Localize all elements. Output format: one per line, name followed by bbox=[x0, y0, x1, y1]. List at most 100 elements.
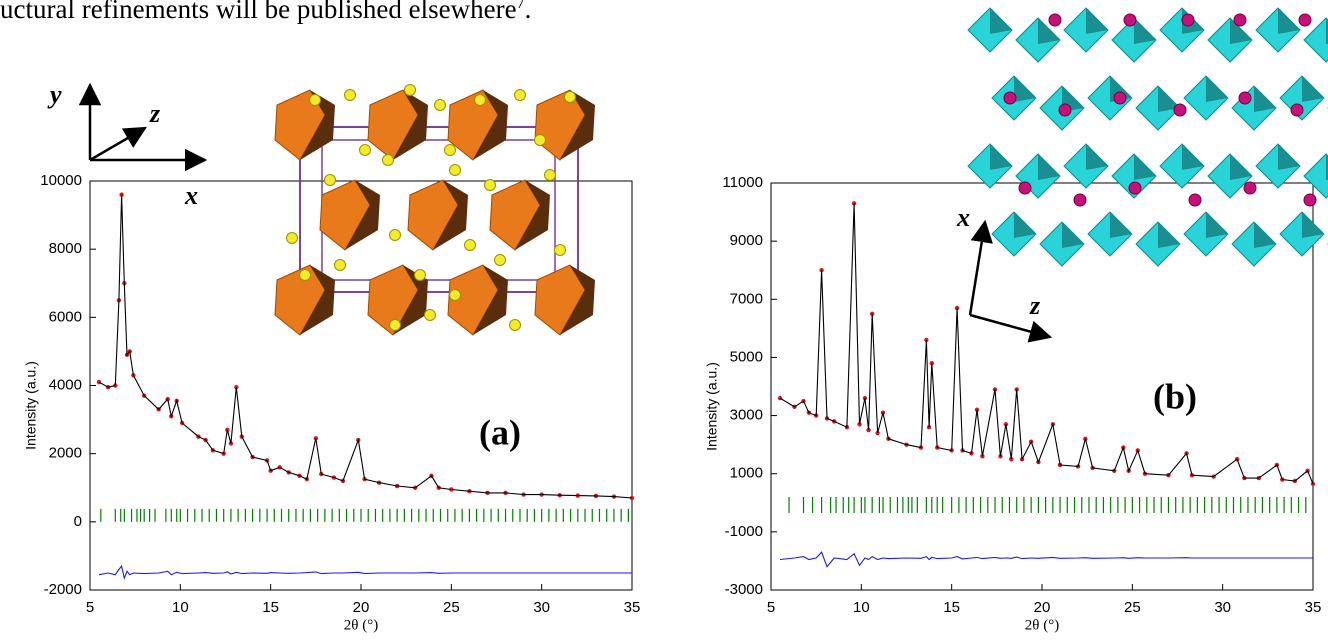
atom bbox=[345, 90, 356, 101]
atom bbox=[1174, 104, 1186, 116]
y-axis-label: Intensity (a.u.) bbox=[23, 361, 39, 450]
y-tick-label: 7000 bbox=[730, 290, 763, 307]
octahedron-side bbox=[1182, 144, 1204, 170]
octahedron-side bbox=[1230, 154, 1252, 180]
plot-frame bbox=[90, 181, 632, 590]
series-line bbox=[780, 552, 1313, 567]
x-tick-label: 15 bbox=[943, 599, 960, 616]
axis-letter: x bbox=[184, 181, 198, 210]
atom bbox=[535, 135, 546, 146]
atom bbox=[405, 85, 416, 96]
atom bbox=[450, 290, 461, 301]
octahedron-side bbox=[1302, 76, 1324, 102]
x-tick-label: 5 bbox=[86, 599, 94, 616]
y-tick-label: 9000 bbox=[730, 232, 763, 249]
octahedron-side bbox=[1134, 154, 1156, 180]
atom bbox=[383, 155, 394, 166]
axis-arrows-a bbox=[90, 85, 205, 160]
figure: 5101520253035-20000200040006000800010000… bbox=[0, 0, 1328, 643]
atom bbox=[510, 320, 521, 331]
x-tick-label: 35 bbox=[624, 599, 641, 616]
atom bbox=[1299, 14, 1311, 26]
axis-letter: z bbox=[1029, 291, 1041, 320]
y-axis-label: Intensity (a.u.) bbox=[704, 362, 720, 451]
panel-label: (a) bbox=[479, 412, 521, 452]
atom bbox=[545, 170, 556, 181]
atom bbox=[1291, 104, 1303, 116]
chart: 5101520253035-20000200040006000800010000… bbox=[23, 172, 641, 633]
y-tick-label: 4000 bbox=[49, 376, 82, 393]
atom bbox=[515, 90, 526, 101]
octahedron-side bbox=[1062, 222, 1084, 248]
atom bbox=[1004, 92, 1016, 104]
y-tick-label: 5000 bbox=[730, 348, 763, 365]
y-tick-label: 3000 bbox=[730, 407, 763, 424]
atom bbox=[325, 175, 336, 186]
x-tick-label: 10 bbox=[853, 599, 870, 616]
atom bbox=[415, 270, 426, 281]
y-tick-label: 0 bbox=[74, 513, 82, 530]
atom bbox=[435, 100, 446, 111]
y-tick-label: -2000 bbox=[44, 581, 82, 598]
atom bbox=[1129, 182, 1141, 194]
structure-image-b bbox=[968, 8, 1328, 266]
x-axis-label: 2θ (°) bbox=[344, 617, 378, 633]
axis-letter: x bbox=[956, 203, 970, 232]
atom bbox=[390, 320, 401, 331]
atom bbox=[445, 145, 456, 156]
octahedron-side bbox=[1254, 222, 1276, 248]
x-tick-label: 20 bbox=[353, 599, 370, 616]
atom bbox=[335, 260, 346, 271]
octahedron-side bbox=[1014, 76, 1036, 102]
atom bbox=[425, 310, 436, 321]
x-tick-label: 25 bbox=[1124, 599, 1141, 616]
atom bbox=[565, 92, 576, 103]
octahedron-side bbox=[1206, 212, 1228, 238]
panel-label: (b) bbox=[1153, 376, 1197, 416]
octahedron-side bbox=[1038, 154, 1060, 180]
octahedron-side bbox=[990, 144, 1012, 170]
atom bbox=[1244, 182, 1256, 194]
octahedron-side bbox=[1086, 144, 1108, 170]
atom bbox=[287, 233, 298, 244]
page: uctural refinements will be published el… bbox=[0, 0, 1328, 643]
octahedron-side bbox=[1206, 76, 1228, 102]
atom bbox=[390, 230, 401, 241]
octahedron-side bbox=[1110, 212, 1132, 238]
octahedron-side bbox=[1254, 86, 1276, 112]
atom bbox=[485, 180, 496, 191]
x-axis-label: 2θ (°) bbox=[1025, 617, 1059, 633]
axis-letter: y bbox=[47, 80, 62, 109]
atom bbox=[300, 270, 311, 281]
x-tick-label: 20 bbox=[1034, 599, 1051, 616]
atom bbox=[1114, 92, 1126, 104]
x-tick-label: 5 bbox=[767, 599, 775, 616]
octahedron-side bbox=[1278, 144, 1300, 170]
atom bbox=[450, 165, 461, 176]
atom bbox=[1049, 14, 1061, 26]
y-tick-label: 11000 bbox=[722, 174, 763, 191]
octahedron-side bbox=[1158, 222, 1180, 248]
octahedron-side bbox=[990, 8, 1012, 34]
y-tick-label: 8000 bbox=[49, 240, 82, 257]
x-tick-label: 10 bbox=[172, 599, 189, 616]
octahedron-side bbox=[1278, 8, 1300, 34]
atom bbox=[1182, 14, 1194, 26]
atom bbox=[1304, 194, 1316, 206]
series-line bbox=[99, 566, 632, 578]
y-tick-label: 2000 bbox=[49, 445, 82, 462]
atom bbox=[1124, 14, 1136, 26]
atom bbox=[1059, 104, 1071, 116]
atom bbox=[360, 145, 371, 156]
atom bbox=[1239, 92, 1251, 104]
octahedron-side bbox=[1134, 18, 1156, 44]
atom bbox=[1189, 194, 1201, 206]
x-tick-label: 30 bbox=[533, 599, 550, 616]
x-tick-label: 15 bbox=[262, 599, 279, 616]
series-line bbox=[99, 195, 632, 498]
atom bbox=[495, 255, 506, 266]
atom bbox=[1074, 194, 1086, 206]
atom bbox=[465, 240, 476, 251]
octahedron bbox=[1304, 154, 1328, 198]
atom bbox=[555, 245, 566, 256]
